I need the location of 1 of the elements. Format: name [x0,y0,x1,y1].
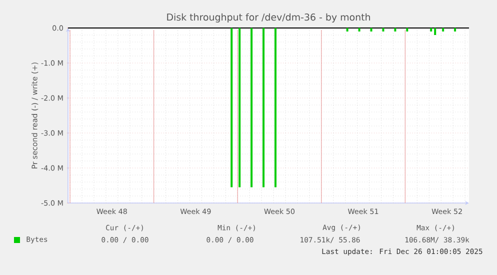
chart-title: Disk throughput for /dev/dm-36 - by month [167,13,370,23]
